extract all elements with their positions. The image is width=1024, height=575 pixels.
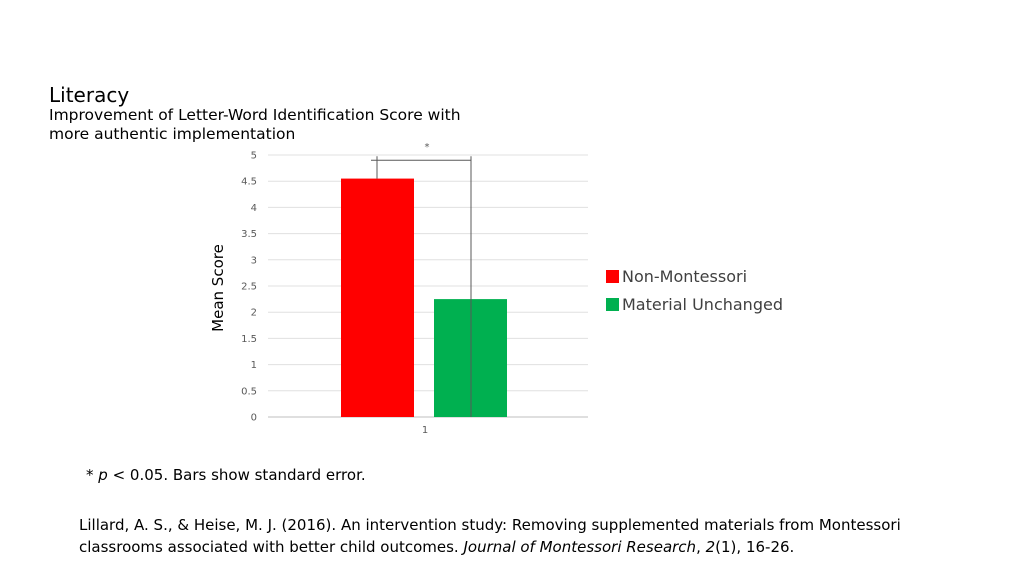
citation-journal: Journal of Montessori Research [463,538,697,556]
legend-swatch [606,270,619,283]
legend: Non-Montessori Material Unchanged [606,267,783,314]
y-tick-label: 3 [251,255,257,266]
y-tick-label: 2.5 [241,282,257,293]
significance-annotation: * [371,142,472,417]
y-axis-ticks: 0 0.5 1 1.5 2 2.5 3 3.5 4 4.5 5 [241,151,257,424]
y-tick-label: 4.5 [241,177,257,188]
legend-swatch [606,298,619,311]
y-tick-label: 0 [251,413,257,424]
y-tick-label: 1.5 [241,334,257,345]
footnote: * p < 0.05. Bars show standard error. [86,466,366,484]
y-tick-label: 5 [251,151,257,162]
y-tick-label: 3.5 [241,229,257,240]
bars [341,178,507,417]
citation: Lillard, A. S., & Heise, M. J. (2016). A… [79,514,979,558]
y-tick-label: 0.5 [241,386,257,397]
citation-issue-pages: (1), 16-26. [715,538,795,556]
citation-comma: , [696,538,706,556]
footnote-p: p [98,466,108,484]
y-tick-label: 1 [251,360,257,371]
gridlines [268,154,588,418]
x-axis-tick-label: 1 [422,425,428,436]
legend-label: Material Unchanged [622,295,783,314]
y-tick-label: 4 [251,203,257,214]
y-tick-label: 2 [251,308,257,319]
legend-label: Non-Montessori [622,267,747,286]
citation-volume: 2 [705,538,716,556]
slide-subtitle: Improvement of Letter-Word Identificatio… [49,106,461,143]
significance-star: * [425,142,430,153]
bar [341,178,414,417]
footnote-star: * [86,466,99,484]
citation-authors: Lillard, A. S., & Heise, M. J. (2016). A… [79,516,906,556]
y-axis-label: Mean Score [209,244,227,332]
footnote-text: < 0.05. Bars show standard error. [107,466,366,484]
slide-title: Literacy [49,83,130,107]
